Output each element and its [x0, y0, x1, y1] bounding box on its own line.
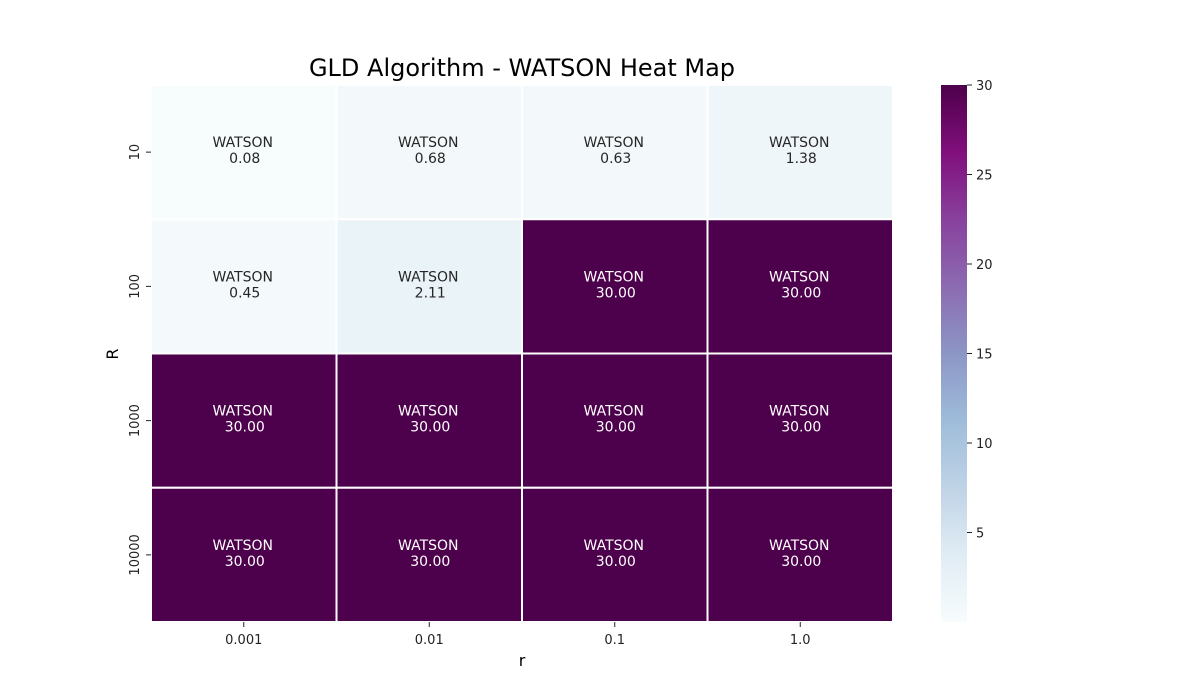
- cell-label-value: 0.63: [600, 151, 631, 167]
- colorbar-tick-label: 25: [976, 169, 993, 184]
- heatmap-cell: [521, 84, 709, 221]
- y-tick-label: 10000: [128, 534, 143, 575]
- colorbar-tick-label: 10: [976, 437, 993, 452]
- cell-label-value: 30.00: [225, 554, 265, 570]
- cell-label-prefix: WATSON: [584, 538, 645, 554]
- cell-label-prefix: WATSON: [584, 135, 645, 151]
- cell-label-value: 30.00: [781, 420, 821, 436]
- x-tick-label: 0.01: [415, 633, 444, 648]
- cell-label-prefix: WATSON: [213, 269, 274, 285]
- heatmap-cell: [706, 486, 894, 623]
- colorbar-tick-label: 30: [976, 79, 993, 94]
- cell-label-prefix: WATSON: [769, 404, 830, 420]
- cell-label-value: 30.00: [410, 554, 450, 570]
- cell-label-value: 30.00: [596, 285, 636, 301]
- x-axis-label: r: [519, 651, 526, 670]
- cell-label-value: 30.00: [781, 285, 821, 301]
- heatmap-cell: [706, 352, 894, 489]
- heatmap-cell: [335, 352, 523, 489]
- heatmap-cell-labels: WATSON0.08WATSON0.68WATSON0.63WATSON1.38…: [213, 135, 830, 570]
- cell-label-value: 0.08: [229, 151, 260, 167]
- heatmap-cell: [706, 84, 894, 221]
- cell-label-value: 30.00: [781, 554, 821, 570]
- heatmap-cell: [150, 218, 338, 355]
- heatmap-cell: [335, 84, 523, 221]
- cell-label-value: 0.68: [415, 151, 446, 167]
- cell-label-value: 30.00: [596, 554, 636, 570]
- cell-label-prefix: WATSON: [584, 269, 645, 285]
- cell-label-prefix: WATSON: [769, 538, 830, 554]
- y-tick-label: 100: [128, 274, 143, 299]
- y-tick-label: 10: [128, 144, 143, 161]
- colorbar: [941, 85, 967, 622]
- x-axis-ticks: 0.001 0.01 0.1 1.0: [225, 622, 811, 648]
- heatmap-cell: [706, 218, 894, 355]
- cell-label-prefix: WATSON: [584, 404, 645, 420]
- cell-label-prefix: WATSON: [213, 135, 274, 151]
- heatmap-cell: [150, 84, 338, 221]
- y-tick-label: 1000: [128, 404, 143, 437]
- chart-title: GLD Algorithm - WATSON Heat Map: [309, 54, 735, 82]
- cell-label-prefix: WATSON: [769, 135, 830, 151]
- heatmap-cells: [150, 84, 894, 623]
- x-tick-label: 0.001: [225, 633, 262, 648]
- cell-label-value: 30.00: [410, 420, 450, 436]
- colorbar-tick-label: 15: [976, 348, 993, 363]
- cell-label-value: 2.11: [415, 285, 446, 301]
- y-axis-label: R: [103, 348, 122, 359]
- cell-label-value: 30.00: [225, 420, 265, 436]
- heatmap-cell: [335, 218, 523, 355]
- cell-label-prefix: WATSON: [398, 404, 459, 420]
- cell-label-prefix: WATSON: [398, 269, 459, 285]
- cell-label-prefix: WATSON: [398, 135, 459, 151]
- colorbar-tick-label: 5: [976, 527, 984, 542]
- x-tick-label: 0.1: [604, 633, 625, 648]
- cell-label-value: 0.45: [229, 285, 260, 301]
- cell-label-value: 1.38: [786, 151, 817, 167]
- cell-label-prefix: WATSON: [769, 269, 830, 285]
- colorbar-tick-label: 20: [976, 258, 993, 273]
- x-tick-label: 1.0: [790, 633, 811, 648]
- heatmap-cell: [150, 486, 338, 623]
- colorbar-ticks: 5 10 15 20 25 30: [967, 79, 993, 542]
- cell-label-value: 30.00: [596, 420, 636, 436]
- y-axis-ticks: 10 100 1000 10000: [128, 144, 151, 576]
- cell-label-prefix: WATSON: [398, 538, 459, 554]
- cell-label-prefix: WATSON: [213, 538, 274, 554]
- cell-label-prefix: WATSON: [213, 404, 274, 420]
- heatmap-cell: [335, 486, 523, 623]
